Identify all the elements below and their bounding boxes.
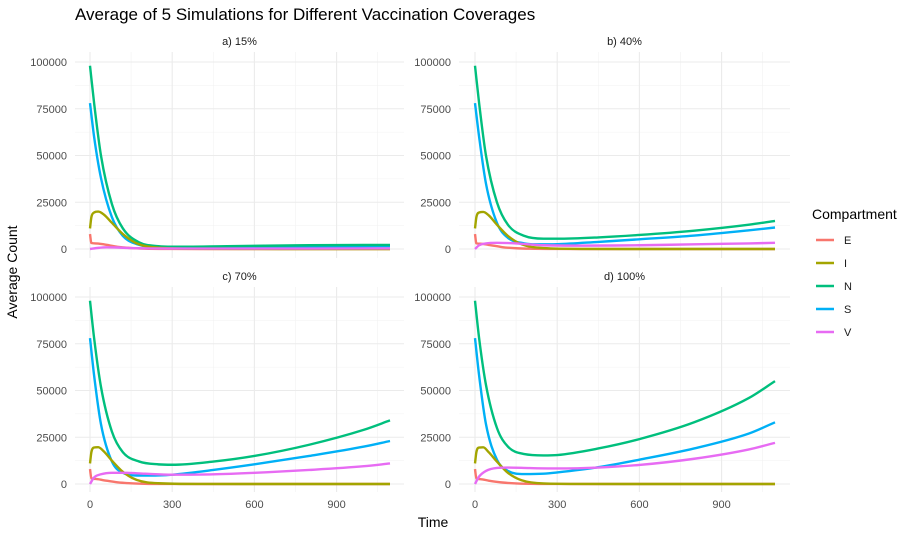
chart-title: Average of 5 Simulations for Different V…: [75, 5, 535, 24]
series-line-V: [89, 246, 391, 251]
legend-item-V: V: [816, 327, 852, 339]
y-tick-label: 100000: [414, 292, 451, 304]
series-line-V: [474, 241, 776, 250]
x-tick-label: 0: [472, 499, 478, 511]
x-tick-label: 0: [87, 499, 93, 511]
legend-label: N: [844, 281, 852, 293]
y-tick-label: 50000: [420, 151, 451, 163]
x-tick-label: 600: [630, 499, 648, 511]
legend-label: S: [844, 304, 851, 316]
y-tick-label: 50000: [420, 386, 451, 398]
series-line-N: [88, 300, 391, 466]
panel-strip-label: d) 100%: [604, 271, 645, 283]
legend-title: Compartment: [812, 206, 897, 222]
series-line-I: [473, 210, 775, 251]
series-line-I: [473, 446, 775, 486]
y-tick-label: 75000: [36, 339, 67, 351]
x-tick-label: 300: [548, 499, 566, 511]
y-tick-label: 0: [445, 244, 451, 256]
panel-4: d) 100% 0 25000 50000 75000 100000 0 300 600 900: [414, 271, 790, 511]
y-tick-label: 100000: [414, 57, 451, 69]
series-line-V: [88, 462, 391, 485]
x-tick-label: 300: [163, 499, 181, 511]
x-tick-label: 600: [245, 499, 263, 511]
y-tick-label: 50000: [36, 151, 67, 163]
legend-label: E: [844, 235, 851, 247]
x-tick-label: 900: [327, 499, 345, 511]
series-line-N: [88, 65, 391, 248]
series-line-I: [88, 445, 390, 486]
y-tick-label: 50000: [36, 386, 67, 398]
y-tick-label: 0: [61, 479, 67, 491]
y-tick-label: 25000: [36, 197, 67, 209]
y-tick-label: 25000: [420, 197, 451, 209]
legend-label: I: [844, 258, 847, 270]
y-axis-title: Average Count: [4, 225, 20, 318]
y-tick-label: 75000: [420, 104, 451, 116]
legend-item-E: E: [816, 235, 851, 247]
legend-label: V: [844, 327, 852, 339]
panel-strip-label: c) 70%: [222, 271, 256, 283]
y-tick-label: 75000: [36, 104, 67, 116]
series-line-S: [88, 338, 391, 477]
series-line-I: [88, 210, 390, 251]
legend-item-N: N: [816, 281, 852, 293]
y-tick-label: 25000: [36, 432, 67, 444]
panels: a) 15% 0 25000 50000 75000 100000 b) 40% 0 25000…: [30, 36, 790, 511]
legend-item-I: I: [816, 258, 847, 270]
series-line-S: [473, 338, 776, 476]
panel-strip-label: a) 15%: [222, 36, 257, 48]
panel-strip-label: b) 40%: [607, 36, 642, 48]
series-line-N: [473, 65, 776, 240]
series-line-V: [473, 441, 776, 485]
panel-3: c) 70% 0 25000 50000 75000 100000 0 300 600 900: [30, 271, 404, 511]
y-tick-label: 0: [61, 244, 67, 256]
panel-2: b) 40% 0 25000 50000 75000 100000: [414, 36, 790, 258]
series-line-S: [473, 102, 776, 246]
series-line-E: [473, 468, 775, 486]
y-tick-label: 0: [445, 479, 451, 491]
y-tick-label: 100000: [30, 292, 67, 304]
y-tick-label: 75000: [420, 339, 451, 351]
x-tick-label: 900: [712, 499, 730, 511]
y-tick-label: 25000: [420, 432, 451, 444]
panel-1: a) 15% 0 25000 50000 75000 100000: [30, 36, 404, 258]
legend-item-S: S: [816, 304, 851, 316]
series-line-N: [473, 300, 776, 457]
y-tick-label: 100000: [30, 57, 67, 69]
x-axis-title: Time: [418, 514, 449, 530]
